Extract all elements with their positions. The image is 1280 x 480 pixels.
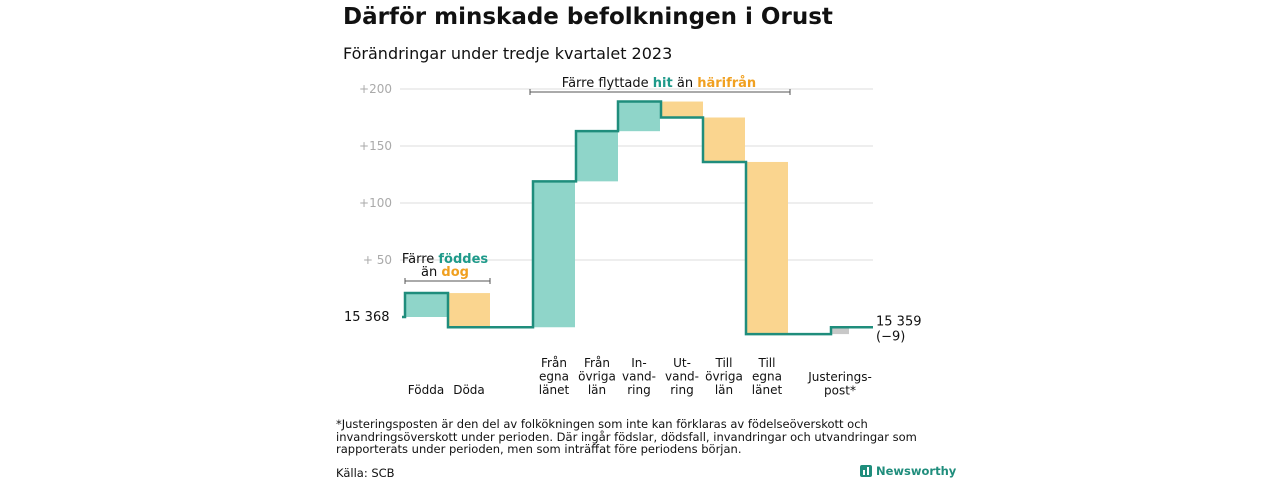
- bar-positive: [618, 101, 660, 132]
- source: Källa: SCB: [336, 466, 395, 480]
- x-tick-label: Till: [758, 356, 776, 370]
- y-tick-label: +200: [359, 82, 392, 96]
- x-tick-label: länet: [752, 383, 783, 397]
- bar-negative: [661, 101, 703, 118]
- x-tick-label: vand-: [622, 370, 656, 384]
- x-tick-label: post*: [824, 384, 856, 398]
- annotation-births-line1: Färre föddes: [402, 252, 489, 267]
- bar-chart-icon: [860, 465, 872, 477]
- bar-negative: [746, 161, 788, 335]
- x-tick-label: In-: [631, 356, 646, 370]
- x-tick-label: Ut-: [673, 356, 691, 370]
- annotation-births-line2: än dog: [421, 265, 469, 280]
- x-tick-label: Från: [541, 356, 567, 370]
- x-tick-label: Från: [584, 356, 610, 370]
- chart-subtitle: Förändringar under tredje kvartalet 2023: [343, 44, 673, 63]
- bar-negative: [703, 117, 745, 162]
- bar-positive: [533, 181, 575, 328]
- x-tick-label: Justerings-: [807, 370, 872, 384]
- end-value-label: 15 359: [876, 314, 922, 329]
- annotation-migration: Färre flyttade hit än härifrån: [562, 76, 756, 91]
- footnote: *Justeringsposten är den del av folkökni…: [336, 417, 917, 456]
- x-tick-label: egna: [752, 370, 782, 384]
- y-tick-label: +100: [359, 196, 392, 210]
- brand-logo: Newsworthy: [860, 464, 956, 478]
- x-tick-label: ring: [627, 383, 651, 397]
- bar-positive: [405, 293, 447, 317]
- y-tick-label: + 50: [363, 253, 392, 267]
- chart-title: Därför minskade befolkningen i Orust: [343, 4, 833, 30]
- x-tick-label: vand-: [665, 370, 699, 384]
- y-tick-label: +150: [359, 139, 392, 153]
- bar-positive: [576, 131, 618, 182]
- bar-negative: [448, 293, 490, 328]
- x-tick-label: egna: [539, 370, 569, 384]
- x-tick-label: övriga: [578, 370, 616, 384]
- cumulative-line: [402, 100, 873, 336]
- x-tick-label: Födda: [408, 383, 444, 397]
- end-change-label: (−9): [876, 329, 905, 344]
- x-tick-label: övriga: [705, 370, 743, 384]
- x-tick-label: ring: [670, 383, 694, 397]
- start-value-label: 15 368: [344, 310, 390, 325]
- x-tick-label: Till: [715, 356, 733, 370]
- x-tick-label: Döda: [453, 383, 485, 397]
- brand-name: Newsworthy: [876, 464, 957, 478]
- x-tick-label: län: [715, 383, 733, 397]
- bar-adjustment: [831, 327, 849, 335]
- waterfall-chart: +200 +150 +100 + 50 15 368 15 359(−9) Födda Död…: [344, 76, 922, 398]
- x-tick-label: län: [588, 383, 606, 397]
- x-tick-label: länet: [539, 383, 570, 397]
